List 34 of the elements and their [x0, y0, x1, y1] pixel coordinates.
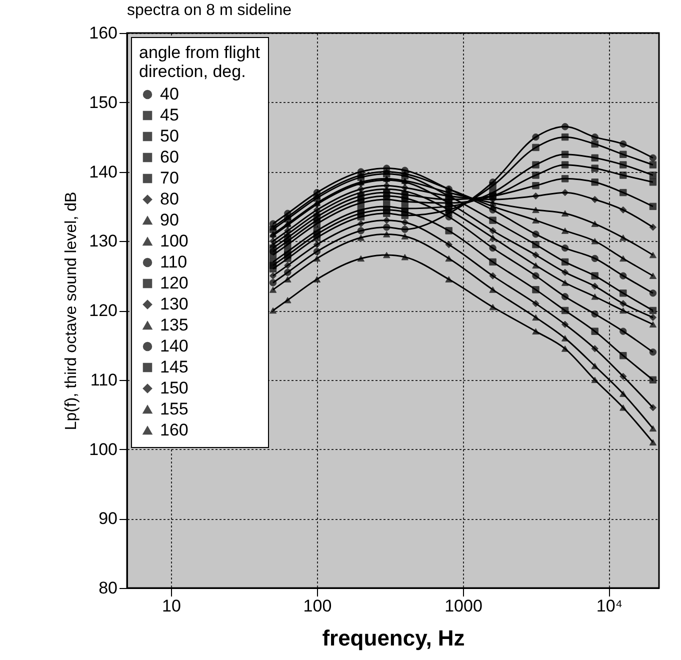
legend-label: 145	[160, 358, 188, 376]
legend-title: angle from flight direction, deg.	[139, 43, 260, 81]
legend-label: 90	[160, 210, 179, 230]
chart-title: spectra on 8 m sideline	[127, 2, 292, 19]
x-tick-label: 10⁴	[596, 596, 623, 616]
y-tick-label: 110	[90, 370, 118, 390]
legend-label: 70	[160, 168, 179, 188]
legend-label: 110	[160, 252, 188, 272]
y-tick-label: 90	[98, 509, 118, 528]
y-tick-label: 140	[89, 162, 118, 182]
legend-label: 100	[160, 232, 188, 250]
y-tick-label: 150	[89, 92, 118, 112]
legend-label: 130	[160, 294, 188, 314]
x-tick-label: 100	[303, 596, 332, 616]
legend-label: 40	[160, 84, 179, 104]
legend-label: 160	[160, 420, 188, 440]
legend-label: 50	[160, 126, 179, 146]
legend-label: 120	[160, 274, 188, 292]
legend-label: 60	[160, 148, 179, 166]
y-tick-label: 130	[89, 232, 118, 251]
legend-label: 80	[160, 190, 179, 208]
y-axis-title: Lp(f), third octave sound level, dB	[63, 192, 80, 430]
x-tick-label: 1000	[444, 596, 482, 616]
legend-label: 45	[160, 106, 179, 124]
legend-label: 150	[160, 378, 188, 398]
y-tick-label: 80	[98, 578, 118, 598]
y-tick-label: 120	[89, 301, 118, 320]
y-tick-label: 100	[89, 440, 118, 459]
x-tick-label: 10	[162, 596, 181, 616]
legend-label: 140	[160, 336, 188, 356]
legend-label: 135	[160, 316, 188, 334]
y-tick-label: 160	[89, 24, 118, 42]
legend-label: 155	[160, 400, 188, 418]
x-axis-title: frequency, Hz	[322, 626, 465, 650]
